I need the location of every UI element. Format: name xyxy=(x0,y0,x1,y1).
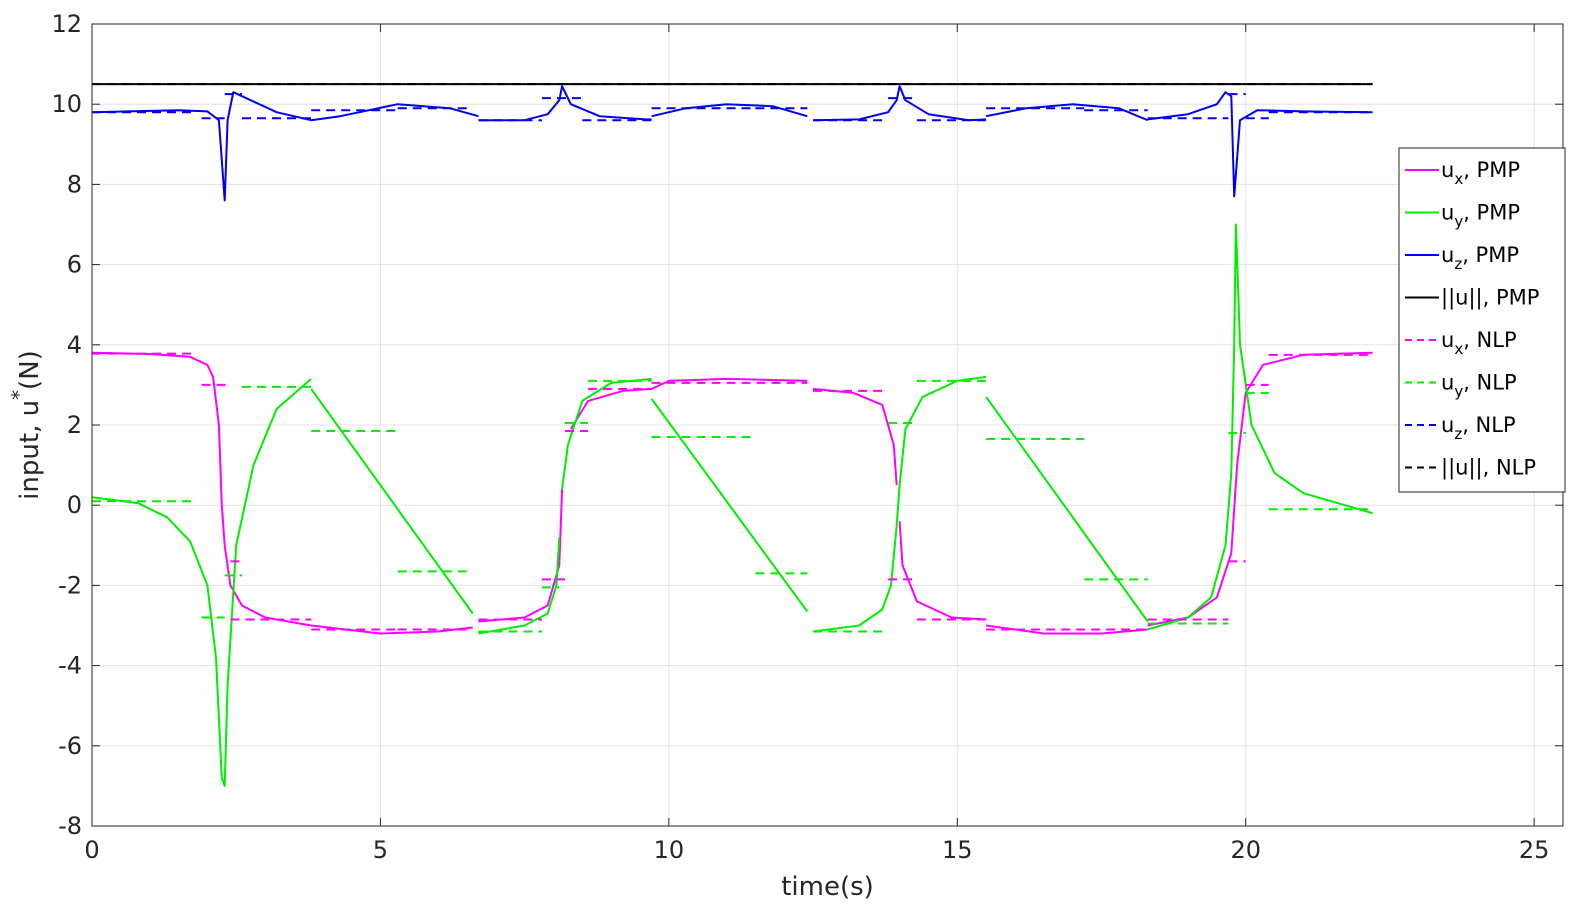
legend-label: ux, PMP xyxy=(1441,158,1520,188)
series-line xyxy=(1147,351,1373,627)
y-tick-label: 6 xyxy=(67,251,82,279)
x-axis-label: time(s) xyxy=(781,872,874,902)
y-axis-label-sup: * xyxy=(7,390,31,400)
legend-label: ||u||, NLP xyxy=(1441,456,1536,481)
ticks: 0 5 10 15 20 25 -8 -6 -4 -2 0 2 4 6 8 10 12 xyxy=(51,10,1563,864)
y-tick-label: -6 xyxy=(58,732,82,760)
y-tick-label: -8 xyxy=(58,812,82,840)
series-line xyxy=(478,537,561,635)
series-line xyxy=(650,398,809,613)
series-line xyxy=(985,396,1149,623)
legend-label: uz, NLP xyxy=(1441,413,1516,443)
series-6 xyxy=(92,93,1373,122)
series-layer xyxy=(91,83,1373,787)
series-2 xyxy=(91,85,1373,202)
y-axis-label-main: input, u xyxy=(15,400,45,500)
legend-label: uz, PMP xyxy=(1441,243,1519,273)
y-tick-label: 2 xyxy=(67,411,82,439)
series-line xyxy=(812,375,987,633)
legend-label: uy, PMP xyxy=(1441,201,1520,231)
grid xyxy=(91,23,1563,827)
y-tick-label: -4 xyxy=(58,652,82,680)
series-line xyxy=(91,91,479,202)
legend-label: ||u||, PMP xyxy=(1441,286,1539,311)
series-line xyxy=(478,489,564,623)
y-tick-label: 10 xyxy=(51,90,82,118)
y-tick-label: 12 xyxy=(51,10,82,38)
series-line xyxy=(813,387,898,486)
y-axis-label: input, u*(N) xyxy=(7,350,45,500)
series-5 xyxy=(92,379,1373,633)
series-line xyxy=(1147,91,1373,198)
y-tick-label: 0 xyxy=(67,491,82,519)
legend: ux, PMP uy, PMP uz, PMP ||u||, PMP ux, NLP uy… xyxy=(1398,147,1566,493)
series-line xyxy=(1147,223,1373,631)
x-tick-label: 20 xyxy=(1230,836,1261,864)
legend-label: uy, NLP xyxy=(1441,371,1517,401)
y-tick-label: 8 xyxy=(67,170,82,198)
series-0 xyxy=(91,351,1373,635)
x-tick-label: 10 xyxy=(654,836,685,864)
series-line xyxy=(985,624,1148,635)
series-line xyxy=(898,521,987,621)
x-tick-label: 0 xyxy=(84,836,99,864)
legend-label: ux, NLP xyxy=(1441,328,1517,358)
y-tick-label: 4 xyxy=(67,331,82,359)
series-line xyxy=(985,103,1149,122)
x-tick-label: 25 xyxy=(1519,836,1550,864)
y-axis-label-unit: (N) xyxy=(15,350,45,390)
series-line xyxy=(310,388,474,615)
series-line xyxy=(569,377,808,430)
series-4 xyxy=(92,352,1373,631)
series-line xyxy=(91,378,312,787)
legend-box xyxy=(1398,147,1566,493)
y-tick-label: -2 xyxy=(58,571,82,599)
x-tick-label: 5 xyxy=(373,836,388,864)
x-tick-label: 15 xyxy=(942,836,973,864)
series-line xyxy=(91,351,473,635)
series-line xyxy=(651,103,808,118)
series-line xyxy=(813,85,987,122)
series-line xyxy=(478,85,652,122)
